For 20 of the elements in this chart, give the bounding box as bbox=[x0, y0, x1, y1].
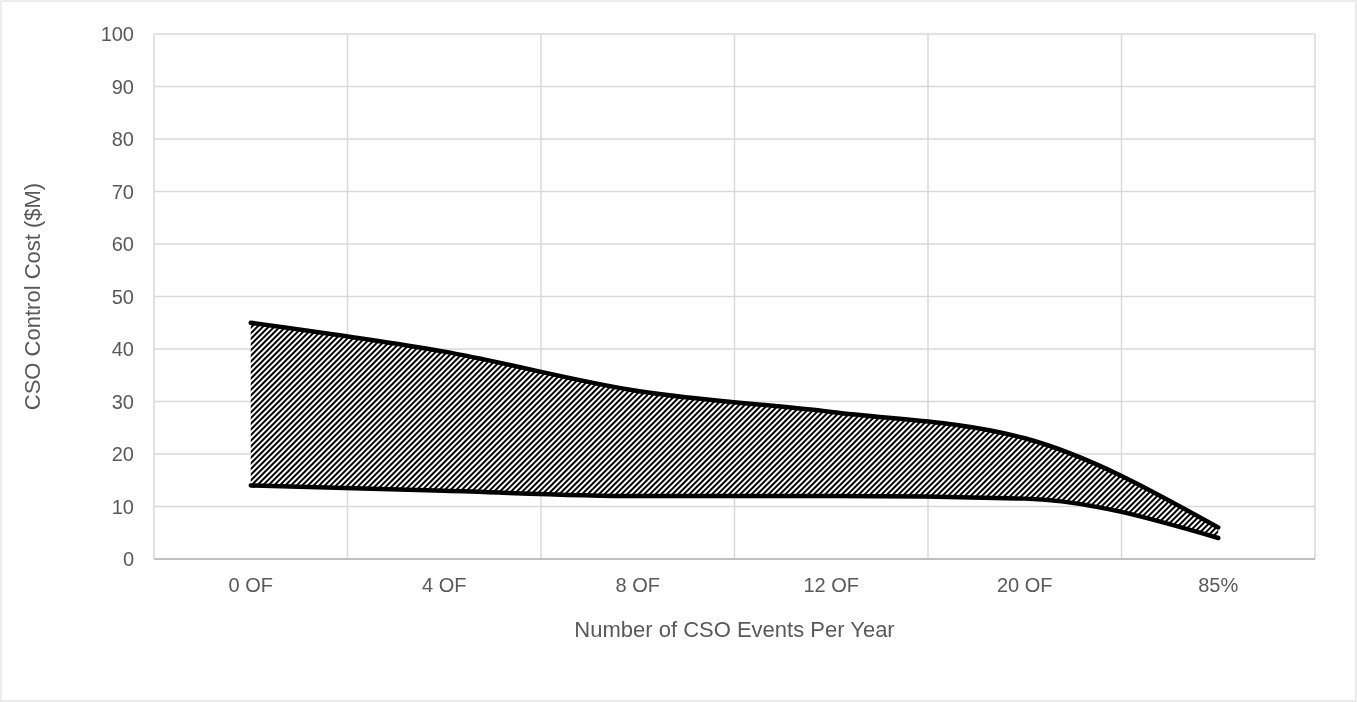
y-tick-label: 50 bbox=[111, 285, 134, 308]
y-tick-label: 80 bbox=[111, 128, 134, 150]
line-series bbox=[248, 483, 1221, 541]
y-tick-label: 100 bbox=[100, 23, 134, 45]
y-tick-label: 20 bbox=[111, 443, 134, 465]
x-tick-label: 12 OF bbox=[803, 574, 860, 596]
x-axis-title: Number of CSO Events Per Year bbox=[574, 617, 895, 642]
x-tick-label: 85% bbox=[1198, 574, 1239, 596]
y-tick-label: 60 bbox=[111, 233, 134, 255]
y-tick-label: 70 bbox=[111, 180, 134, 203]
y-axis-title: CSO Control Cost ($M) bbox=[20, 182, 45, 411]
y-tick-label: 90 bbox=[111, 75, 134, 98]
y-tick-label: 10 bbox=[111, 495, 134, 518]
x-tick-label: 0 OF bbox=[228, 574, 273, 596]
y-tick-label: 0 bbox=[122, 548, 134, 570]
y-tick-label: 30 bbox=[111, 390, 134, 413]
y-tick-label: 40 bbox=[111, 338, 134, 360]
x-tick-label: 20 OF bbox=[996, 574, 1053, 596]
x-tick-label: 4 OF bbox=[422, 574, 467, 596]
x-tick-label: 8 OF bbox=[615, 574, 660, 596]
